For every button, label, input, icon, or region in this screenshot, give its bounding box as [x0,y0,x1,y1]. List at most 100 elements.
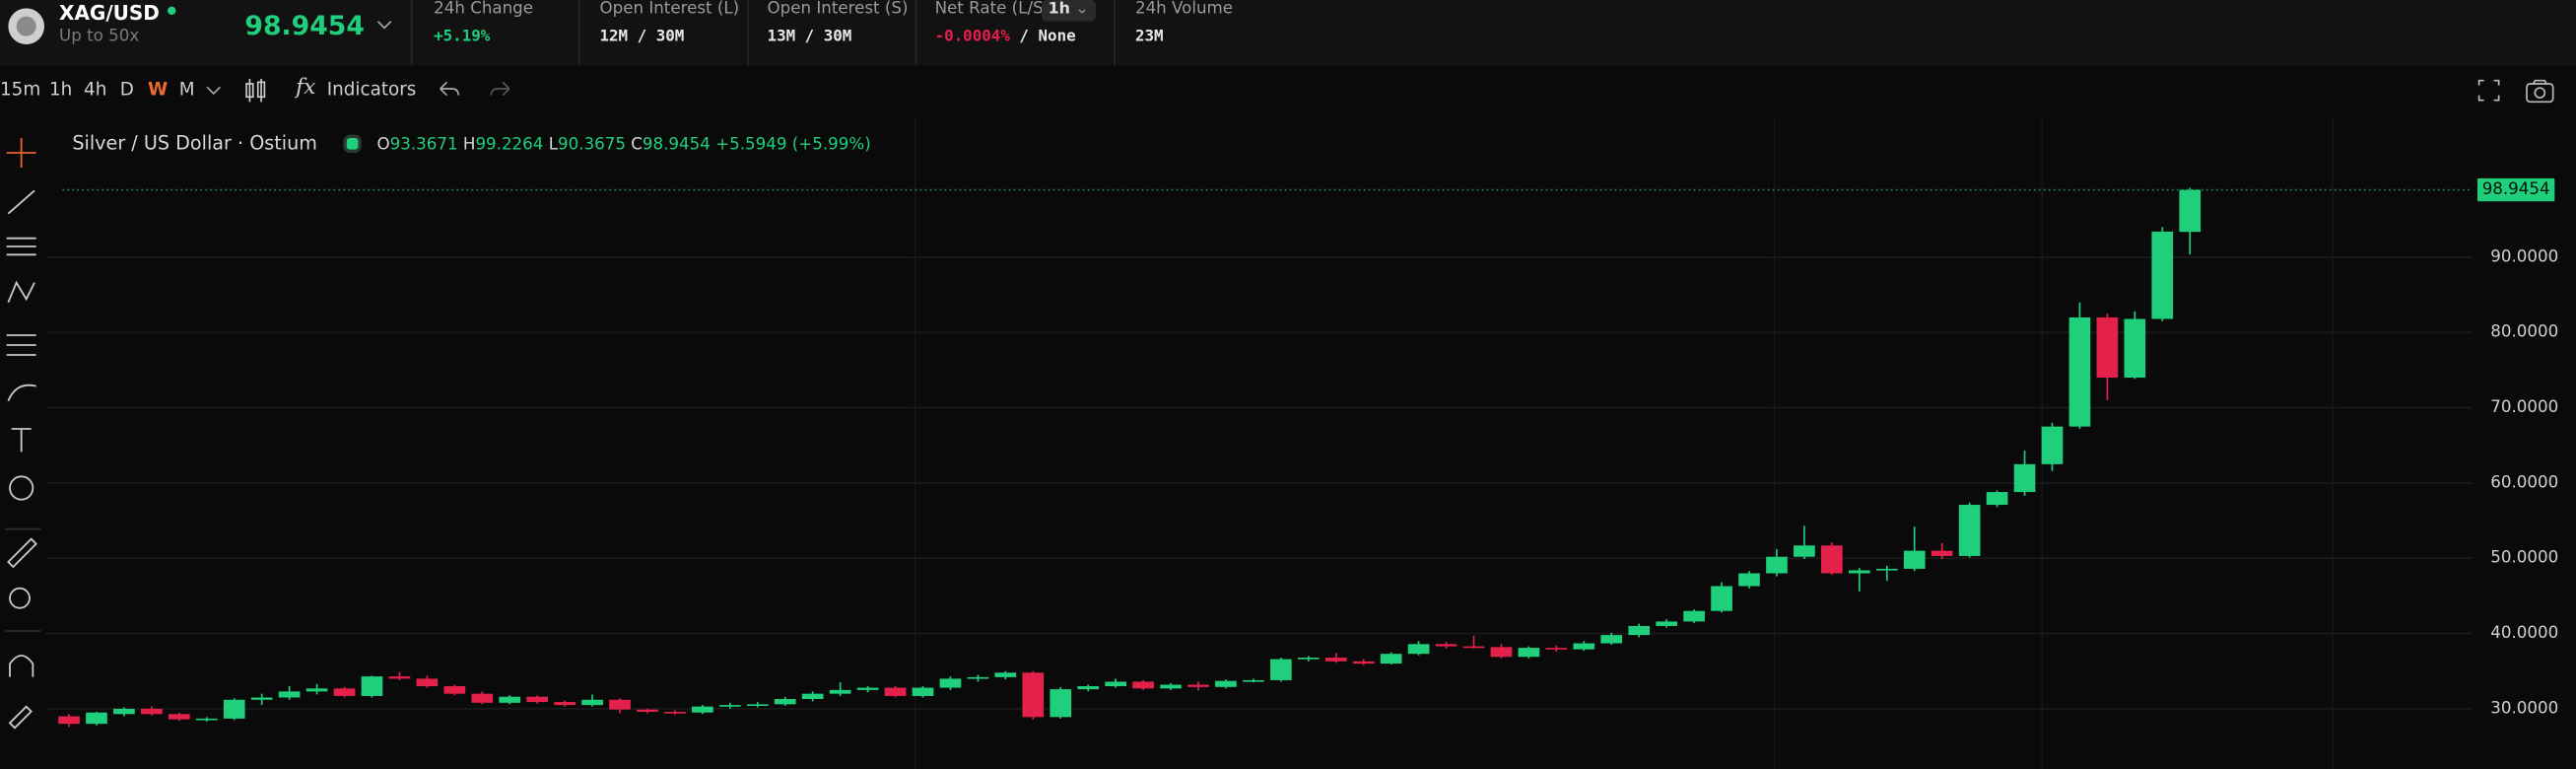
pattern-tool[interactable] [7,280,35,304]
text-tool[interactable] [11,428,32,453]
magnet-tool[interactable] [9,655,34,677]
candle-body [1931,550,1953,556]
candle-body [2179,189,2202,233]
candle-body [388,676,411,679]
candle-body [1875,568,1898,571]
candle-body [1462,646,1485,649]
y-tick-label: 70.0000 [2490,397,2558,416]
interval-button[interactable]: 4h [84,79,107,101]
candle-body [1958,505,1981,556]
price: 98.9454 [244,10,365,41]
candle-body [113,708,135,715]
price-tag-label: 98.9454 [2482,179,2550,198]
candle-body [499,696,521,703]
candle-body [1077,686,1100,690]
interval-button[interactable]: 1h [49,79,73,101]
rate-interval[interactable]: 1h ⌄ [1041,0,1096,22]
y-tick-label: 30.0000 [2490,698,2558,717]
legend-c: C [631,136,643,155]
candle-body [2041,426,2064,464]
candle-body [223,699,245,719]
legend-h: H [462,136,476,155]
stat-value: -0.0004% / None [935,28,1076,45]
candle-body [1490,647,1513,658]
toolbar-separator [5,527,41,632]
chart-type-button[interactable] [243,76,270,105]
emoji-tool[interactable] [9,475,34,501]
interval-button[interactable]: D [119,79,134,101]
legend-high: 99.2264 [475,136,544,155]
indicators-icon[interactable]: fx [296,75,316,101]
candle-body [1297,658,1320,660]
candle-body [2013,463,2036,493]
candle-body [746,704,769,707]
y-tick-label: 60.0000 [2490,472,2558,491]
candle-body [912,687,934,696]
brush-tool[interactable] [7,384,36,402]
candle-body [1105,681,1126,687]
leverage: Up to 50x [59,28,140,46]
candle-body [884,687,907,696]
candle-body [692,706,713,713]
candle-body [86,712,107,725]
candle-body [1683,610,1705,622]
candle-body [1628,625,1651,636]
interval-dropdown[interactable] [205,84,222,97]
candle-body [1738,573,1760,587]
candle-body [1270,659,1292,680]
candle-body [168,714,190,720]
ruler-tool[interactable] [7,537,37,569]
symbol-dropdown[interactable] [376,18,393,31]
candle-body [1986,492,2008,506]
candle-body [2151,231,2174,319]
screen-tools[interactable] [2475,77,2557,104]
asset-icon [8,8,45,45]
y-tick-label: 50.0000 [2490,548,2558,567]
candle-body [141,708,163,715]
stat-value: 23M [1134,28,1164,46]
candle-body [1187,684,1209,687]
candle-body [1243,679,1264,682]
legend-status [343,134,362,154]
candle-body [801,693,824,700]
candle-body [609,699,631,710]
candle-body [1022,672,1045,718]
legend-change: +5.5949 (+5.99%) [715,136,871,155]
undo-redo[interactable] [436,79,514,102]
candle-body [278,691,301,698]
indicators-button[interactable]: Indicators [326,79,417,101]
candle-body [2124,318,2146,379]
candle-body [2096,316,2119,379]
y-tick-label: 90.0000 [2490,246,2558,265]
candle-body [994,672,1017,677]
symbol[interactable]: XAG/USD [59,1,160,26]
candle-body [58,716,80,725]
separator [747,0,750,66]
candle-body [774,699,796,705]
candle-body [1545,648,1568,650]
zoom-tool[interactable] [9,587,31,609]
price-tag [2476,177,2555,202]
interval-button[interactable]: W [148,79,169,101]
net-rate-2: / None [1019,28,1076,46]
parallel-tool[interactable] [6,237,36,256]
vertical-grid [914,118,2335,769]
candle-body [1435,644,1457,647]
candle-body [1600,635,1623,644]
candle-body [1215,680,1237,687]
candle-body [195,718,218,721]
interval-button[interactable]: 15m [0,79,41,101]
legend-close: 98.9454 [642,136,711,155]
candle-body [333,688,356,696]
lock-tool[interactable] [8,705,33,730]
candle-body [581,699,603,706]
crosshair-tool[interactable] [6,138,36,169]
stat-value: 12M / 30M [599,28,685,46]
candle-body [250,697,273,700]
fib-tool[interactable] [6,334,36,356]
candle-body [719,705,741,707]
candle-body [443,686,466,694]
interval-button[interactable]: M [178,79,195,101]
line-tool[interactable] [7,189,35,215]
